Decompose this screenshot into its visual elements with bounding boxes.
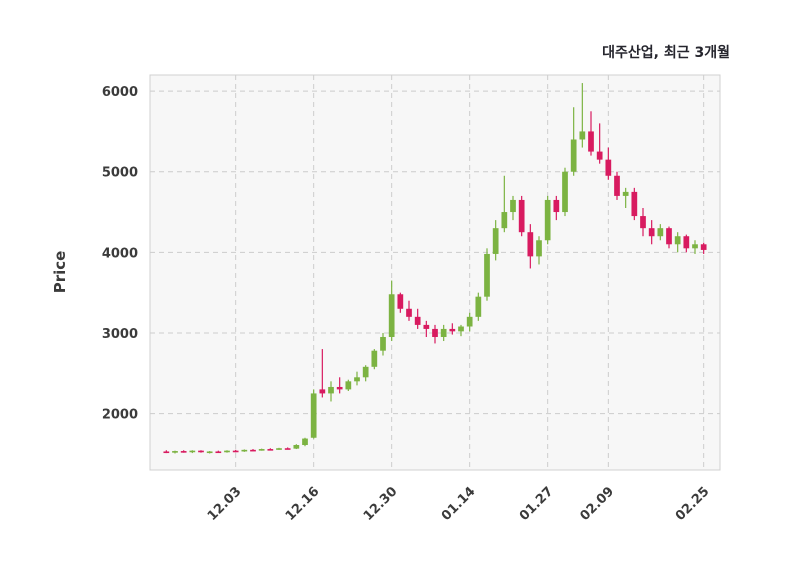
candle-body (484, 253, 490, 297)
candle-body (692, 244, 698, 249)
candle-body (562, 171, 568, 213)
candle-body (588, 131, 594, 152)
candle-body (579, 131, 586, 140)
candle-body (258, 449, 265, 451)
candle-body (527, 232, 534, 257)
candle-body (267, 449, 274, 451)
candle-body (284, 448, 291, 450)
y-tick-label: 4000 (102, 246, 138, 261)
candle-body (241, 449, 248, 452)
candle-body (198, 450, 204, 453)
candle-body (700, 244, 707, 250)
y-tick-label: 5000 (102, 166, 138, 181)
x-tick-label: 01.14 (439, 484, 479, 524)
candle-body (180, 451, 187, 453)
candle-body (224, 450, 230, 453)
candle-body (250, 449, 256, 452)
candle-body (536, 240, 542, 257)
candle-body (648, 228, 655, 237)
candle-body (674, 236, 681, 245)
candle-body (657, 228, 664, 237)
candle-body (232, 450, 239, 453)
candle-body (206, 451, 213, 454)
x-tick-label: 02.09 (577, 484, 617, 524)
plot-border (149, 74, 721, 471)
candle-body (293, 445, 300, 449)
x-tick-label: 12.30 (361, 484, 401, 524)
plot-area (150, 75, 720, 470)
candle-body (510, 199, 516, 213)
candle-body (388, 294, 395, 337)
chart-title: 대주산업, 최근 3개월 (602, 45, 730, 61)
candle-body (336, 386, 343, 390)
candle-body (666, 228, 672, 245)
candle-body (622, 191, 629, 196)
candle-body (449, 328, 456, 332)
candle-body (501, 212, 508, 229)
candle-body (631, 191, 638, 217)
candle-body (440, 328, 447, 337)
candle-body (362, 366, 369, 378)
candle-body (518, 199, 525, 233)
candle-body (163, 451, 170, 454)
x-tick-label: 02.25 (673, 484, 713, 524)
candle-body (276, 448, 282, 450)
candle-body (466, 316, 473, 327)
candle-body (432, 328, 438, 337)
candle-body (614, 175, 620, 196)
candle-body (553, 199, 560, 213)
candle-body (458, 326, 464, 332)
y-tick-label: 6000 (102, 85, 138, 100)
y-tick-label: 2000 (102, 408, 138, 423)
candle-body (310, 393, 317, 438)
candle-body (605, 159, 612, 176)
candle-body (371, 350, 378, 367)
candle-body (345, 381, 352, 390)
candle-body (596, 151, 603, 160)
candle-body (544, 199, 551, 241)
candle-body (570, 139, 577, 172)
candle-body (475, 296, 482, 317)
candle-body (172, 451, 178, 453)
candle-body (492, 228, 499, 254)
y-tick-label: 3000 (102, 327, 138, 342)
candle-body (380, 336, 386, 351)
x-tick-label: 01.27 (517, 484, 557, 524)
candle-body (406, 308, 412, 317)
candle-body (302, 438, 308, 446)
candle-body (640, 216, 646, 229)
candle-body (319, 389, 326, 394)
x-tick-label: 12.16 (283, 484, 323, 524)
candle-body (414, 316, 421, 325)
candle-body (328, 386, 334, 394)
candle-body (423, 324, 430, 329)
y-axis-label: Price (51, 250, 69, 294)
candle-body (354, 377, 360, 382)
candle-body (683, 236, 690, 249)
x-tick-label: 12.03 (205, 484, 245, 524)
candle-body (397, 294, 404, 309)
candle-body (189, 450, 196, 453)
candle-body (215, 451, 222, 454)
